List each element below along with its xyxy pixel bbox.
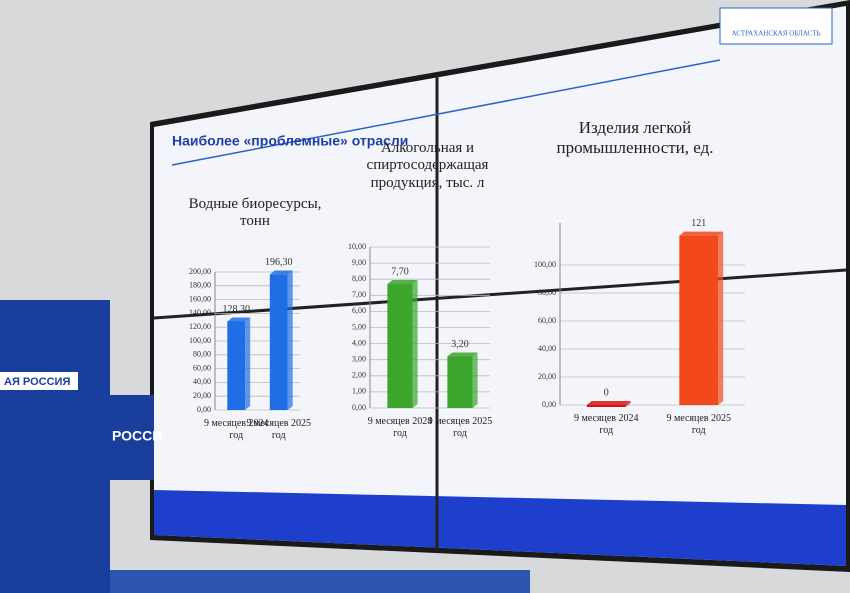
bar [387,284,413,408]
title-rule [171,59,721,166]
bar-side [718,231,724,405]
bar [269,274,288,410]
value-label: 0 [604,387,609,398]
logo-box [719,7,833,45]
y-tick-label: 9,00 [352,258,366,267]
y-tick-label: 0,00 [197,405,211,414]
x-tick-label: 9 месяцев 2024 год [573,413,639,436]
x-tick-label: 9 месяцев 2025 год [246,418,312,441]
y-tick-label: 40,00 [193,377,211,386]
bar-top [269,270,293,275]
value-label: 128,30 [223,304,251,315]
y-tick-label: 100,00 [534,260,556,269]
wall-banner [110,395,154,480]
y-tick-label: 120,00 [189,322,211,331]
value-label: 7,70 [391,266,409,277]
left-banner [0,300,110,593]
bar-side [412,280,418,408]
screen-seam [153,268,847,320]
y-tick-label: 60,00 [538,316,556,325]
bar-top [447,352,478,357]
y-tick-label: 60,00 [193,363,211,372]
bar [586,405,626,407]
y-tick-label: 140,00 [189,308,211,317]
y-tick-label: 20,00 [193,391,211,400]
bar [227,321,246,410]
y-tick-label: 180,00 [189,281,211,290]
value-label: 121 [691,218,706,229]
value-label: 196,30 [265,257,293,268]
y-tick-label: 6,00 [352,306,366,315]
x-tick-label: 9 месяцев 2025 год [666,413,732,436]
y-tick-label: 40,00 [538,344,556,353]
y-tick-label: 10,00 [348,242,366,251]
y-tick-label: 0,00 [542,400,556,409]
y-tick-label: 5,00 [352,322,366,331]
value-label: 3,20 [451,339,469,350]
x-tick-label: 9 месяцев 2024 год [203,418,269,441]
y-tick-label: 160,00 [189,294,211,303]
y-tick-label: 20,00 [538,372,556,381]
chart-title: Алкогольная и спиртосодержащая продукция… [366,140,489,191]
y-tick-label: 8,00 [352,274,366,283]
y-tick-label: 7,00 [352,290,366,299]
y-tick-label: 80,00 [538,288,556,297]
y-tick-label: 100,00 [189,336,211,345]
bar [447,356,473,408]
chart-title: Водные биоресурсы, тонн [188,196,322,230]
screen [154,6,846,566]
skyline-band [154,490,846,566]
bar-side [472,352,478,408]
bar-side [287,270,293,410]
floor-stripe [110,570,530,593]
slide-title: Наиболее «проблемные» отрасли [172,133,408,149]
chart-title: Изделия легкой промышленности, ед. [556,118,714,157]
banner-text: АЯ РОССИЯ [4,376,70,388]
banner-label-box [0,372,78,390]
y-tick-label: 2,00 [352,371,366,380]
bar [679,235,719,405]
y-tick-label: 0,00 [352,403,366,412]
bar-side [625,401,631,407]
bar-top [227,317,251,322]
logo-text: АСТРАХАНСКАЯ ОБЛАСТЬ [731,30,820,38]
bar-side [245,317,251,410]
y-tick-label: 80,00 [193,350,211,359]
wall-banner-text: РОССИ [112,428,162,444]
bar-top [387,280,418,285]
y-tick-label: 3,00 [352,355,366,364]
bar-top [679,231,724,236]
y-tick-label: 1,00 [352,387,366,396]
x-tick-label: 9 месяцев 2024 год [367,416,433,439]
x-tick-label: 9 месяцев 2025 год [427,416,493,439]
bar-top [586,401,631,405]
y-tick-label: 200,00 [189,267,211,276]
y-tick-label: 4,00 [352,338,366,347]
